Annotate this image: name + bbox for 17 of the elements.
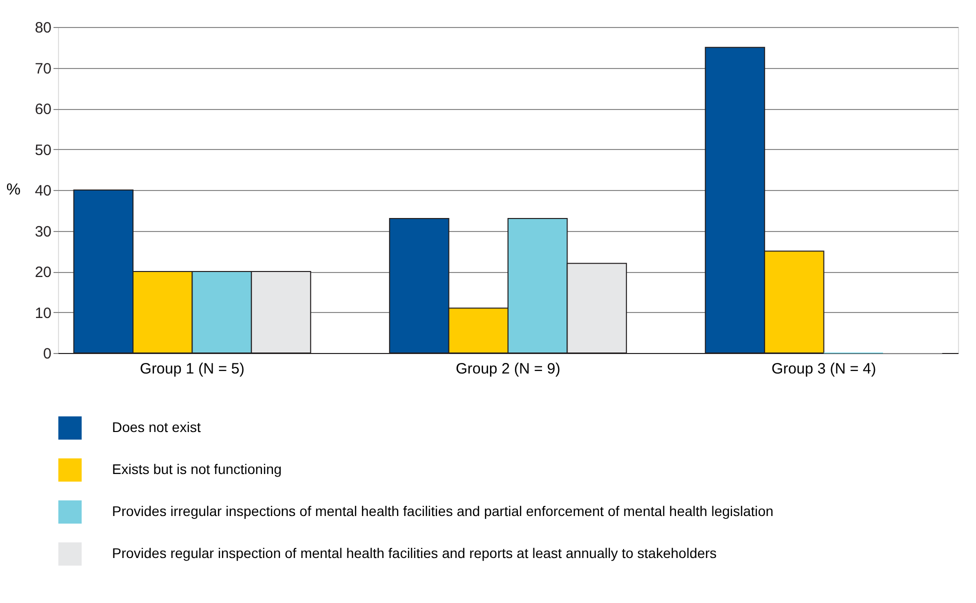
x-tick-label: Group 2 (N = 9) — [456, 360, 560, 378]
y-tick-label: 40 — [34, 182, 52, 200]
y-tick-label: 30 — [34, 223, 52, 240]
legend-label: Does not exist — [112, 419, 201, 435]
x-tick-label: Group 3 (N = 4) — [771, 360, 876, 378]
y-tick-label: 0 — [43, 346, 52, 362]
y-tick-label: 20 — [34, 264, 52, 281]
x-tick-label: Group 1 (N = 5) — [140, 360, 245, 378]
y-tick-label: 70 — [34, 60, 52, 78]
legend-label: Provides regular inspection of mental health facilities and reports at least annually to stakeholders — [112, 545, 717, 561]
y-axis-title: % — [6, 182, 21, 198]
legend-label: Exists but is not functioning — [112, 461, 282, 477]
y-tick-label: 10 — [34, 304, 52, 322]
y-tick-label: 80 — [34, 20, 52, 36]
y-tick-label: 50 — [34, 142, 52, 159]
y-tick-label: 60 — [34, 101, 52, 118]
legend-label: Provides irregular inspections of mental health facilities and partial enforcement of mental health legislation — [112, 503, 774, 519]
